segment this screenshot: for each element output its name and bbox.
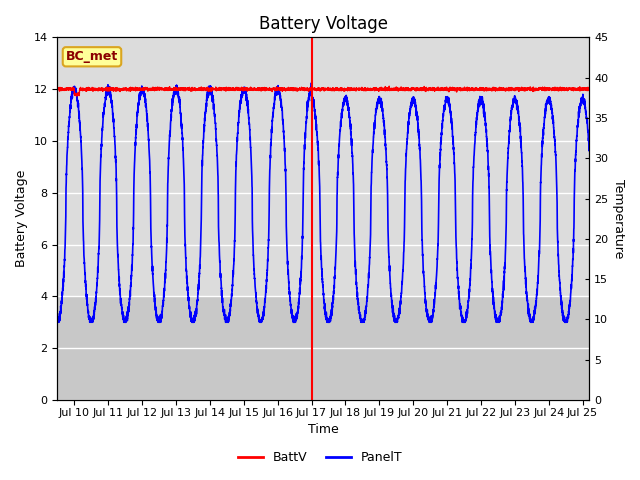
Legend: BattV, PanelT: BattV, PanelT <box>232 446 408 469</box>
Bar <box>58 296 589 400</box>
Title: Battery Voltage: Battery Voltage <box>259 15 388 33</box>
Y-axis label: Temperature: Temperature <box>612 179 625 258</box>
X-axis label: Time: Time <box>308 423 339 436</box>
Y-axis label: Battery Voltage: Battery Voltage <box>15 170 28 267</box>
Text: BC_met: BC_met <box>66 50 118 63</box>
